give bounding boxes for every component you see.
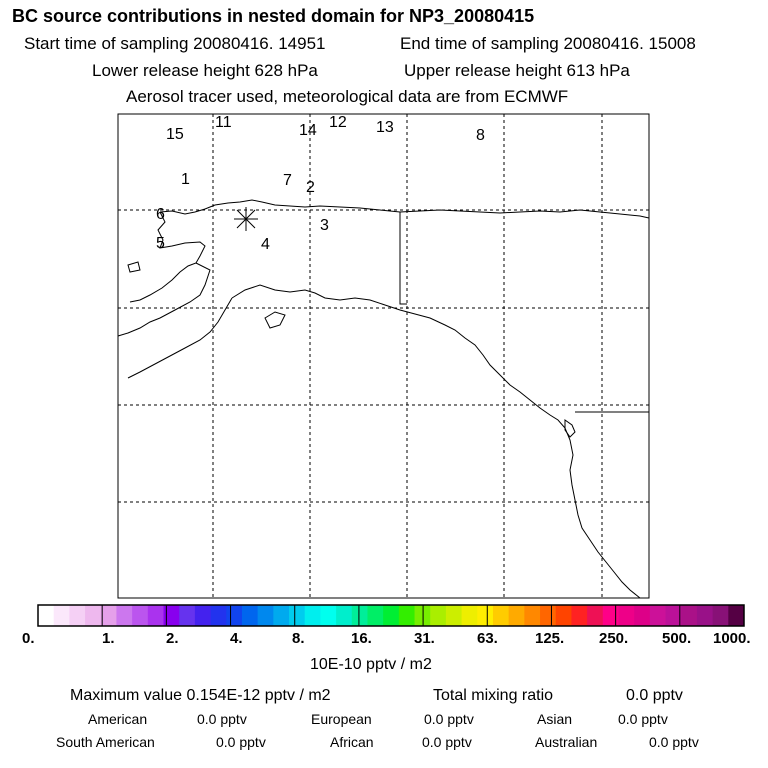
colorbar-swatch [241, 605, 259, 626]
australian-label: Australian [535, 734, 598, 750]
cluster-label: 15 [166, 126, 184, 143]
colorbar-swatch [712, 605, 729, 626]
colorbar-border [37, 604, 745, 627]
colorbar-tick: 250. [599, 630, 629, 647]
asian-value: 0.0 pptv [618, 711, 668, 727]
colorbar-swatch [602, 605, 619, 626]
south-american-label: South American [56, 734, 155, 750]
cluster-label: 13 [376, 119, 394, 136]
colorbar-tick: 63. [477, 630, 498, 647]
total-label: Total mixing ratio [433, 687, 554, 704]
colorbar-tick: 0. [22, 630, 35, 647]
colorbar-swatch [132, 605, 149, 626]
colorbar-swatch [634, 605, 651, 626]
map-frame [117, 113, 650, 599]
lower-release-height: Lower release height 628 hPa [92, 61, 318, 80]
european-label: European [311, 711, 372, 727]
african-value: 0.0 pptv [422, 734, 472, 750]
end-time: End time of sampling 20080416. 15008 [400, 34, 696, 53]
cluster-label: 5 [156, 235, 165, 252]
colorbar-swatch [163, 605, 180, 626]
coastlines [117, 199, 650, 599]
cluster-label: 1 [181, 171, 190, 188]
colorbar-swatch [69, 605, 86, 626]
colorbar-swatch [320, 605, 337, 626]
colorbar-swatch [524, 605, 541, 626]
colorbar-tick: 4. [230, 630, 243, 647]
cluster-label: 3 [320, 217, 329, 234]
colorbar-swatch [85, 605, 102, 626]
colorbar-swatch [351, 605, 368, 626]
upper-release-height: Upper release height 613 hPa [404, 61, 630, 80]
colorbar-tick: 31. [414, 630, 435, 647]
cluster-label: 14 [299, 122, 317, 139]
colorbar-tick: 1000. [713, 630, 751, 647]
colorbar-tick: 2. [166, 630, 179, 647]
colorbar-tick: 16. [351, 630, 372, 647]
colorbar-swatch [555, 605, 572, 626]
american-label: American [88, 711, 148, 727]
colorbar-swatch [461, 605, 478, 626]
colorbar-swatch [147, 605, 165, 626]
colorbar-swatch [540, 605, 557, 626]
colorbar-swatch [508, 605, 525, 626]
start-time: Start time of sampling 20080416. 14951 [24, 34, 326, 53]
colorbar-swatch [367, 605, 384, 626]
colorbar-swatch [728, 605, 745, 626]
colorbar-swatch [618, 605, 635, 626]
graticule [118, 114, 649, 598]
colorbar-swatch [53, 605, 70, 626]
colorbar-tick: 500. [662, 630, 692, 647]
cluster-label: 4 [261, 236, 270, 253]
colorbar-swatch [398, 605, 416, 626]
american-value: 0.0 pptv [197, 711, 247, 727]
colorbar-swatch [430, 605, 447, 626]
colorbar-swatch [179, 605, 196, 626]
colorbar-tick: 125. [535, 630, 565, 647]
colorbar-unit: 10E-10 pptv / m2 [310, 656, 432, 673]
tracer-info: Aerosol tracer used, meteorological data… [126, 87, 569, 106]
colorbar-swatch [257, 605, 274, 626]
colorbar [37, 604, 745, 627]
colorbar-swatch [38, 605, 55, 626]
colorbar-swatch [445, 605, 463, 626]
cluster-label: 8 [476, 127, 485, 144]
colorbar-swatch [116, 605, 133, 626]
total-value: 0.0 pptv [626, 687, 683, 704]
colorbar-tick: 1. [102, 630, 115, 647]
colorbar-swatch [587, 605, 604, 626]
colorbar-swatch [571, 605, 588, 626]
colorbar-swatch [226, 605, 243, 626]
asian-label: Asian [537, 711, 573, 727]
colorbar-swatch [649, 605, 667, 626]
colorbar-swatch [100, 605, 117, 626]
cluster-label: 11 [215, 114, 232, 131]
cluster-label: 2 [306, 179, 315, 196]
colorbar-swatch [681, 605, 698, 626]
colorbar-swatch [665, 605, 682, 626]
colorbar-swatch [336, 605, 353, 626]
max-value: Maximum value 0.154E-12 pptv / m2 [70, 687, 331, 704]
colorbar-swatch [383, 605, 400, 626]
australian-value: 0.0 pptv [649, 734, 699, 750]
colorbar-swatch [210, 605, 227, 626]
colorbar-swatch [289, 605, 306, 626]
colorbar-swatch [304, 605, 321, 626]
colorbar-swatch [492, 605, 510, 626]
african-label: African [330, 734, 374, 750]
colorbar-swatch [696, 605, 714, 626]
cluster-label: 6 [156, 206, 165, 223]
cluster-label: 12 [329, 114, 347, 131]
colorbar-swatch [477, 605, 494, 626]
colorbar-swatch [273, 605, 290, 626]
colorbar-swatch [194, 605, 212, 626]
colorbar-tick: 8. [292, 630, 305, 647]
cluster-label: 7 [283, 172, 292, 189]
european-value: 0.0 pptv [424, 711, 474, 727]
south-american-value: 0.0 pptv [216, 734, 266, 750]
receptor-marker [234, 207, 258, 231]
plot-title: BC source contributions in nested domain… [12, 6, 535, 26]
